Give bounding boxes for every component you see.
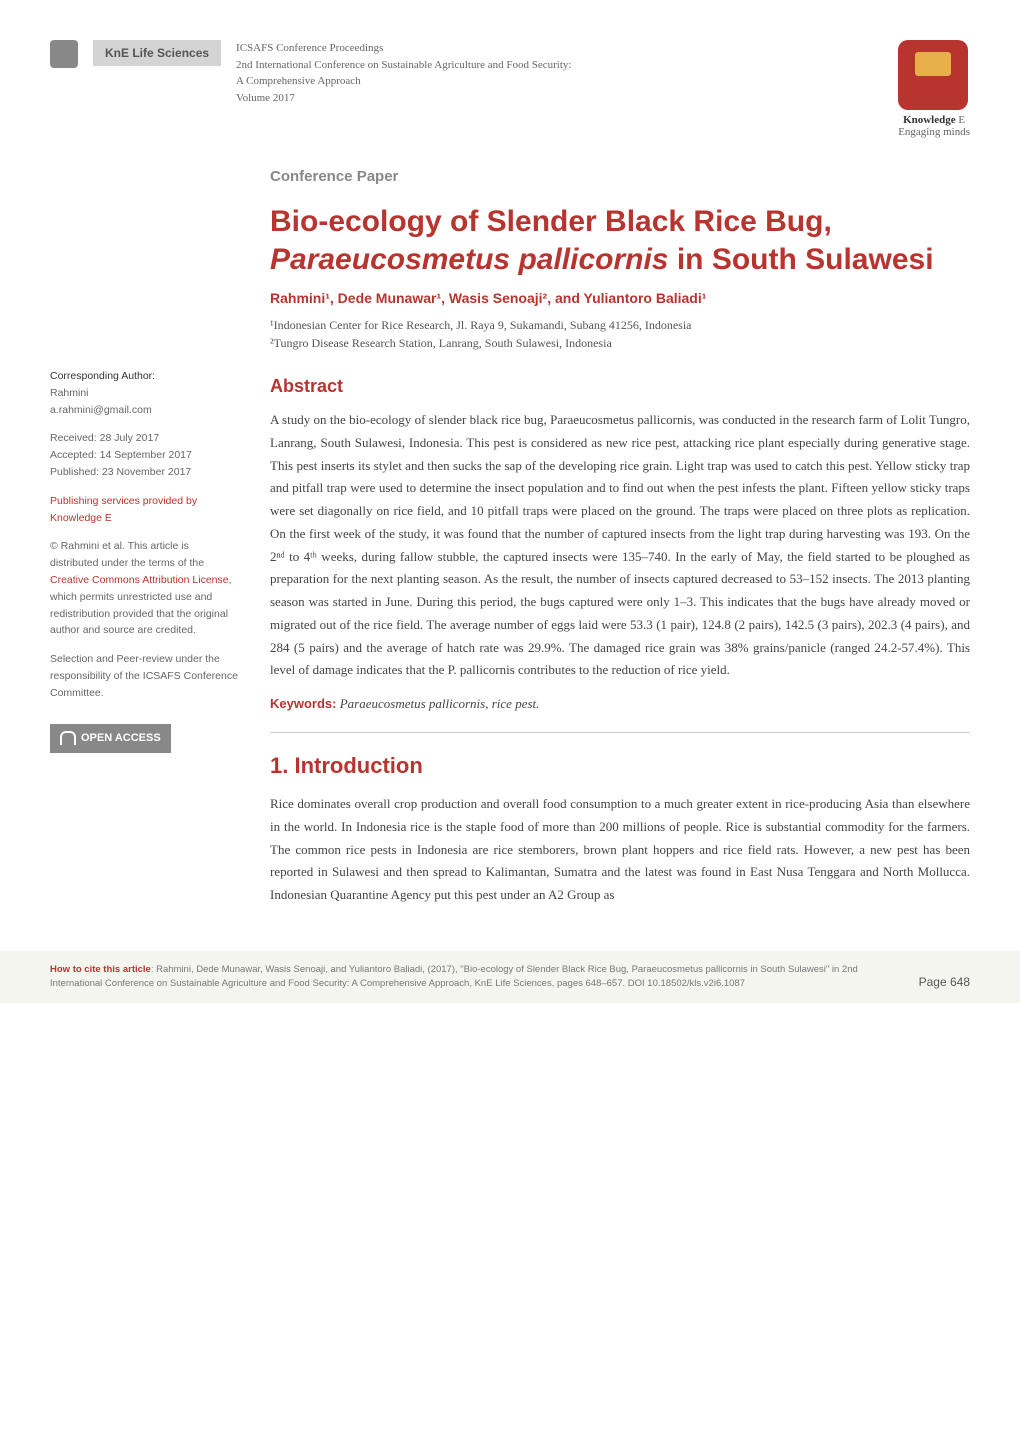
lock-open-icon bbox=[50, 40, 78, 68]
content: Conference Paper Bio-ecology of Slender … bbox=[270, 168, 970, 921]
title-line-1: Bio-ecology of Slender Black Rice Bug, bbox=[270, 205, 832, 238]
footer: How to cite this article: Rahmini, Dede … bbox=[0, 951, 1020, 1004]
corr-author-label: Corresponding Author: bbox=[50, 370, 155, 382]
conference-info: ICSAFS Conference Proceedings 2nd Intern… bbox=[236, 40, 571, 106]
journal-badge: KnE Life Sciences bbox=[93, 40, 221, 66]
cc-license-link[interactable]: Creative Commons Attribution License bbox=[50, 574, 229, 586]
affiliations: ¹Indonesian Center for Rice Research, Jl… bbox=[270, 316, 970, 352]
abstract-heading: Abstract bbox=[270, 376, 970, 397]
corr-author-email: a.rahmini@gmail.com bbox=[50, 404, 152, 416]
logo-bottom: Engaging minds bbox=[898, 126, 970, 138]
date-accepted: Accepted: 14 September 2017 bbox=[50, 449, 192, 461]
sidebar: Corresponding Author: Rahmini a.rahmini@… bbox=[50, 168, 240, 921]
conf-line: Volume 2017 bbox=[236, 90, 571, 107]
copyright-block: © Rahmini et al. This article is distrib… bbox=[50, 538, 240, 639]
date-received: Received: 28 July 2017 bbox=[50, 432, 159, 444]
corr-author-name: Rahmini bbox=[50, 387, 89, 399]
divider bbox=[270, 732, 970, 733]
authors: Rahmini¹, Dede Munawar¹, Wasis Senoaji²,… bbox=[270, 290, 970, 306]
intro-text: Rice dominates overall crop production a… bbox=[270, 793, 970, 907]
affiliation-1: ¹Indonesian Center for Rice Research, Jl… bbox=[270, 316, 970, 334]
main-row: Corresponding Author: Rahmini a.rahmini@… bbox=[50, 168, 970, 921]
logo-top: Knowledge bbox=[903, 114, 956, 126]
keywords-text: Paraeucosmetus pallicornis, rice pest. bbox=[340, 696, 540, 711]
conference-paper-label: Conference Paper bbox=[270, 168, 970, 185]
intro-heading: 1. Introduction bbox=[270, 753, 970, 779]
copyright-text: © Rahmini et al. This article is distrib… bbox=[50, 540, 204, 569]
header-left: KnE Life Sciences ICSAFS Conference Proc… bbox=[50, 40, 571, 106]
keywords-label: Keywords: bbox=[270, 696, 336, 711]
page: KnE Life Sciences ICSAFS Conference Proc… bbox=[0, 0, 1020, 951]
title-species: Paraeucosmetus pallicornis bbox=[270, 243, 669, 276]
page-number: Page 648 bbox=[919, 973, 970, 991]
conf-line: ICSAFS Conference Proceedings bbox=[236, 40, 571, 57]
conf-line: A Comprehensive Approach bbox=[236, 73, 571, 90]
knowledge-e-logo-icon bbox=[898, 40, 968, 110]
cite-text: : Rahmini, Dede Munawar, Wasis Senoaji, … bbox=[50, 964, 858, 989]
selection-text: Selection and Peer-review under the resp… bbox=[50, 651, 240, 701]
affiliation-2: ²Tungro Disease Research Station, Lanran… bbox=[270, 334, 970, 352]
paper-title: Bio-ecology of Slender Black Rice Bug, P… bbox=[270, 203, 970, 278]
keywords: Keywords: Paraeucosmetus pallicornis, ri… bbox=[270, 696, 970, 712]
abstract-text: A study on the bio-ecology of slender bl… bbox=[270, 409, 970, 682]
publishing-services[interactable]: Publishing services provided by Knowledg… bbox=[50, 495, 197, 524]
publisher-logo: Knowledge E Engaging minds bbox=[898, 40, 970, 138]
conf-line: 2nd International Conference on Sustaina… bbox=[236, 57, 571, 74]
date-published: Published: 23 November 2017 bbox=[50, 466, 191, 478]
open-access-badge: OPEN ACCESS bbox=[50, 724, 171, 754]
citation: How to cite this article: Rahmini, Dede … bbox=[50, 963, 899, 992]
title-line-2-rest: in South Sulawesi bbox=[669, 243, 934, 276]
header-row: KnE Life Sciences ICSAFS Conference Proc… bbox=[50, 40, 970, 138]
logo-text: Knowledge E Engaging minds bbox=[898, 114, 970, 138]
cite-label: How to cite this article bbox=[50, 964, 151, 975]
